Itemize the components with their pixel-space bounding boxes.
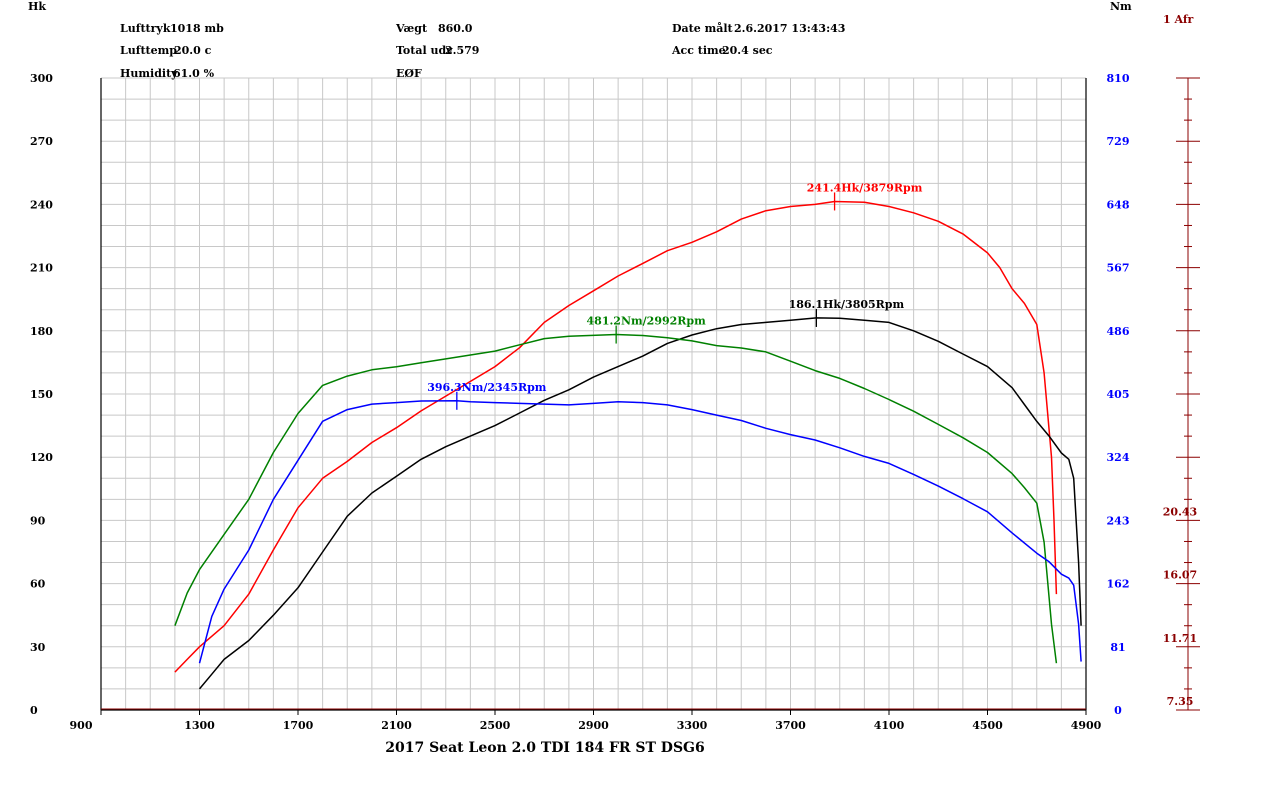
total-udv-label: Total udv — [396, 44, 453, 57]
afr-tick-label: 16.07 — [1163, 569, 1197, 582]
series-line-torque-stock — [198, 400, 1082, 664]
chart-series — [174, 200, 1082, 690]
afr-tick-label: 20.43 — [1163, 505, 1197, 518]
x-tick-label: 3700 — [775, 719, 806, 732]
peak-label: 481.2Nm/2992Rpm — [587, 315, 707, 328]
acc-time-value: 20.4 sec — [722, 44, 773, 57]
vaegt-label: Vægt — [396, 22, 428, 35]
y-right-tick-label: 405 — [1107, 388, 1130, 401]
date-label: Date målt — [672, 22, 733, 35]
x-tick-label: 3300 — [677, 719, 708, 732]
series-line-power-stock — [198, 317, 1082, 690]
lufttemp-label: Lufttemp — [120, 44, 177, 57]
y-left-tick-label: 90 — [30, 514, 46, 527]
x-tick-label: 4100 — [874, 719, 905, 732]
afr-axis-title: 1 Afr — [1163, 13, 1194, 26]
peak-label: 241.4Hk/3879Rpm — [807, 181, 923, 194]
eof-label: EØF — [396, 67, 422, 80]
peak-label: 396.3Nm/2345Rpm — [427, 381, 547, 394]
chart-grid — [101, 77, 1086, 710]
y-right-tick-label: 0 — [1114, 704, 1122, 717]
y-left-tick-label: 300 — [30, 72, 53, 85]
lufttemp-value: 20.0 c — [174, 44, 212, 57]
series-line-power-tuned — [174, 200, 1058, 673]
y-right-tick-label: 486 — [1107, 325, 1130, 338]
x-tick-label: 2500 — [480, 719, 511, 732]
left-axis-title: Hk — [28, 0, 47, 13]
x-tick-label: 900 — [70, 719, 93, 732]
y-left-tick-label: 240 — [30, 198, 53, 211]
y-left-tick-label: 30 — [30, 641, 46, 654]
y-right-tick-label: 81 — [1110, 641, 1125, 654]
y-right-tick-label: 243 — [1107, 514, 1130, 527]
y-left-tick-label: 270 — [30, 135, 53, 148]
x-tick-label: 1700 — [283, 719, 314, 732]
acc-time-label: Acc time — [672, 44, 726, 57]
date-value: 2.6.2017 13:43:43 — [734, 22, 846, 35]
y-left-tick-label: 150 — [30, 388, 53, 401]
y-left-tick-label: 120 — [30, 451, 53, 464]
x-tick-label: 2100 — [381, 719, 412, 732]
y-left-tick-label: 0 — [30, 704, 38, 717]
y-right-tick-label: 567 — [1107, 262, 1130, 275]
humidity-label: Humidity — [120, 67, 178, 80]
y-left-tick-label: 210 — [30, 262, 53, 275]
peak-annotations: 241.4Hk/3879Rpm 186.1Hk/3805Rpm 481.2Nm/29… — [427, 181, 923, 410]
y-right-tick-label: 648 — [1107, 198, 1130, 211]
y-left-tick-label: 60 — [30, 578, 46, 591]
chart-tick-labels: 900 1300 1700 2100 2500 2900 3300 3700 4100 4500 4… — [30, 72, 1130, 732]
y-right-tick-label: 810 — [1107, 72, 1130, 85]
x-tick-label: 1300 — [184, 719, 215, 732]
series-line-torque-tuned — [174, 333, 1058, 664]
peak-label: 186.1Hk/3805Rpm — [789, 298, 905, 311]
lufttryk-value: 1018 mb — [170, 22, 224, 35]
x-tick-label: 4500 — [972, 719, 1003, 732]
chart-title: 2017 Seat Leon 2.0 TDI 184 FR ST DSG6 — [385, 740, 705, 756]
right-axis-title: Nm — [1110, 0, 1132, 13]
y-right-tick-label: 729 — [1107, 135, 1130, 148]
total-udv-value: 2.579 — [445, 44, 480, 57]
afr-scale: 7.35 11.71 16.07 20.43 — [1163, 77, 1200, 711]
x-tick-label: 4900 — [1071, 719, 1102, 732]
lufttryk-label: Lufttryk — [120, 22, 171, 35]
y-right-tick-label: 162 — [1107, 578, 1130, 591]
x-tick-label: 2900 — [578, 719, 609, 732]
humidity-value: 61.0 % — [173, 67, 215, 80]
vaegt-value: 860.0 — [438, 22, 473, 35]
y-right-tick-label: 324 — [1107, 451, 1130, 464]
y-left-tick-label: 180 — [30, 325, 53, 338]
afr-tick-label: 7.35 — [1167, 695, 1194, 708]
afr-tick-label: 11.71 — [1163, 632, 1197, 645]
